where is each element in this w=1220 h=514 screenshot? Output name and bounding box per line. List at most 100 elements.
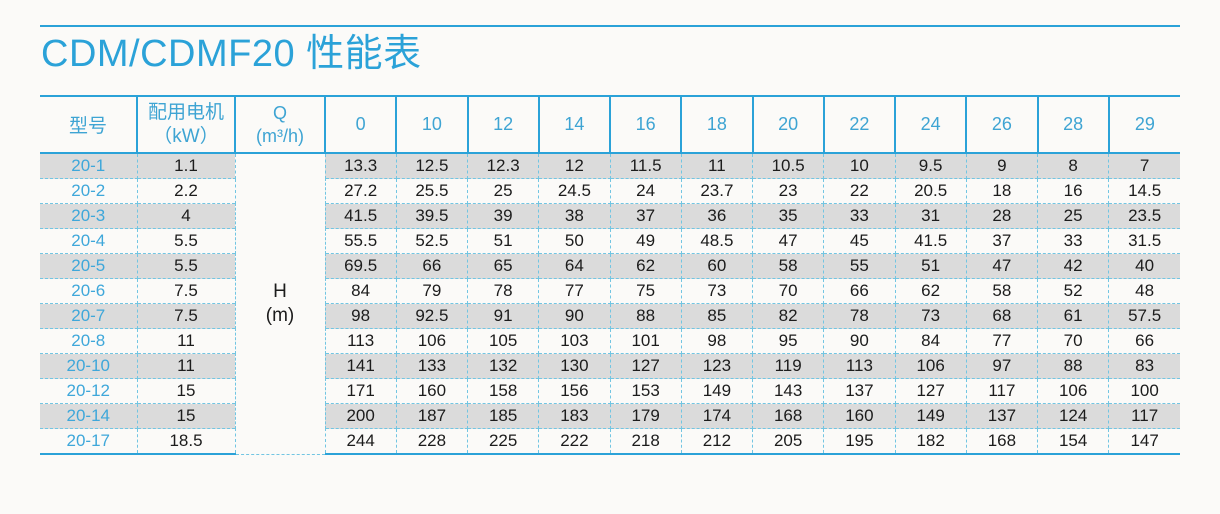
value-cell: 77 [965, 328, 1039, 354]
value-cell: 98 [680, 328, 754, 354]
value-cell: 84 [894, 328, 967, 354]
value-cell: 66 [395, 253, 469, 279]
value-cell: 103 [538, 328, 611, 354]
q-header-cell-line2: (m³/h) [256, 125, 304, 146]
value-cell: 12 [538, 152, 611, 179]
page: CDM/CDMF20 性能表 型号 配用电机 （kW） Q (m³/h) 0 10 12 14 1… [0, 25, 1220, 455]
head-unit-line1: H [273, 281, 287, 302]
table-row: 20-17 18.5 244 228 225 222 218 212 205 195 182 168 1… [40, 428, 1180, 455]
model-cell: 20-2 [40, 178, 138, 204]
value-cell: 127 [609, 353, 682, 379]
value-cell: 205 [751, 428, 825, 455]
value-cell: 168 [751, 403, 825, 429]
value-cell: 61 [1036, 303, 1110, 329]
value-cell: 25 [1036, 203, 1110, 229]
model-cell: 20-3 [40, 203, 138, 229]
model-header-cell: 型号 [40, 95, 137, 154]
value-cell: 39 [466, 203, 540, 229]
q-header-cell-line1: Q [272, 103, 287, 123]
power-cell: 15 [136, 378, 236, 404]
value-cell: 225 [466, 428, 540, 455]
value-cell: 88 [1036, 353, 1110, 379]
motor-header-cell-line1: 配用电机 [147, 101, 224, 123]
power-cell: 7.5 [136, 278, 236, 304]
value-cell: 130 [538, 353, 611, 379]
value-cell: 68 [965, 303, 1039, 329]
power-cell: 15 [136, 403, 236, 429]
value-cell: 179 [609, 403, 682, 429]
value-cell: 51 [894, 253, 967, 279]
value-cell: 98 [324, 303, 397, 329]
value-cell: 45 [823, 228, 896, 254]
model-cell: 20-8 [40, 328, 138, 354]
value-cell: 49 [609, 228, 682, 254]
value-cell: 106 [395, 328, 469, 354]
value-cell: 244 [324, 428, 397, 455]
value-cell: 183 [538, 403, 611, 429]
flow-header-cell: 18 [680, 95, 753, 154]
value-cell: 212 [680, 428, 754, 455]
head-unit-line2: (m) [265, 304, 295, 326]
value-cell: 16 [1036, 178, 1110, 204]
value-cell: 27.2 [324, 178, 397, 204]
model-cell: 20-4 [40, 228, 138, 254]
value-cell: 9 [965, 152, 1039, 179]
table-row: 20-7 7.5 98 92.5 91 90 88 85 82 78 73 68 61 57.5 [40, 303, 1180, 329]
table-row: 20-14 15 200 187 185 183 179 174 168 160 149 137 124… [40, 403, 1180, 429]
value-cell: 70 [751, 278, 825, 304]
value-cell: 113 [823, 353, 896, 379]
value-cell: 228 [395, 428, 469, 455]
model-cell: 20-1 [40, 152, 138, 179]
value-cell: 160 [823, 403, 896, 429]
value-cell: 171 [324, 378, 397, 404]
value-cell: 23.5 [1108, 203, 1180, 229]
value-cell: 187 [395, 403, 469, 429]
value-cell: 149 [894, 403, 967, 429]
value-cell: 119 [751, 353, 825, 379]
value-cell: 92.5 [395, 303, 469, 329]
value-cell: 149 [680, 378, 754, 404]
table-row: 20-3 4 41.5 39.5 39 38 37 36 35 33 31 28 25 23.5 [40, 203, 1180, 229]
value-cell: 31.5 [1108, 228, 1180, 254]
value-cell: 60 [680, 253, 754, 279]
motor-header-cell: 配用电机 （kW） [136, 95, 235, 154]
value-cell: 66 [823, 278, 896, 304]
value-cell: 222 [538, 428, 611, 455]
value-cell: 141 [324, 353, 397, 379]
value-cell: 132 [466, 353, 540, 379]
value-cell: 62 [609, 253, 682, 279]
value-cell: 160 [395, 378, 469, 404]
power-cell: 11 [136, 353, 236, 379]
value-cell: 101 [609, 328, 682, 354]
value-cell: 35 [751, 203, 825, 229]
value-cell: 11 [680, 152, 754, 179]
model-cell: 20-7 [40, 303, 138, 329]
value-cell: 57.5 [1108, 303, 1180, 329]
value-cell: 47 [965, 253, 1039, 279]
value-cell: 69.5 [324, 253, 397, 279]
table-row: 20-1 1.1 H (m) 13.3 12.5 12.3 12 11.5 11 10.5 10 9.5… [40, 152, 1180, 455]
value-cell: 14.5 [1108, 178, 1180, 204]
flow-header-cell: 26 [965, 95, 1038, 154]
motor-header-cell-line2: （kW） [153, 125, 219, 147]
value-cell: 200 [324, 403, 397, 429]
value-cell: 10 [823, 152, 896, 179]
power-cell: 5.5 [136, 228, 236, 254]
flow-header-cell: 20 [751, 95, 824, 154]
value-cell: 50 [538, 228, 611, 254]
head-unit-cell: H (m) [234, 153, 326, 455]
power-cell: 11 [136, 328, 236, 354]
table-row: 20-6 7.5 84 79 78 77 75 73 70 66 62 58 52 48 [40, 278, 1180, 304]
model-cell: 20-10 [40, 353, 138, 379]
table-row: 20-12 15 171 160 158 156 153 149 143 137 127 117 106… [40, 378, 1180, 404]
value-cell: 143 [751, 378, 825, 404]
value-cell: 24.5 [538, 178, 611, 204]
value-cell: 158 [466, 378, 540, 404]
value-cell: 75 [609, 278, 682, 304]
value-cell: 73 [894, 303, 967, 329]
value-cell: 12.3 [466, 152, 540, 179]
power-cell: 18.5 [136, 428, 236, 455]
value-cell: 124 [1036, 403, 1110, 429]
value-cell: 33 [1036, 228, 1110, 254]
value-cell: 66 [1108, 328, 1180, 354]
